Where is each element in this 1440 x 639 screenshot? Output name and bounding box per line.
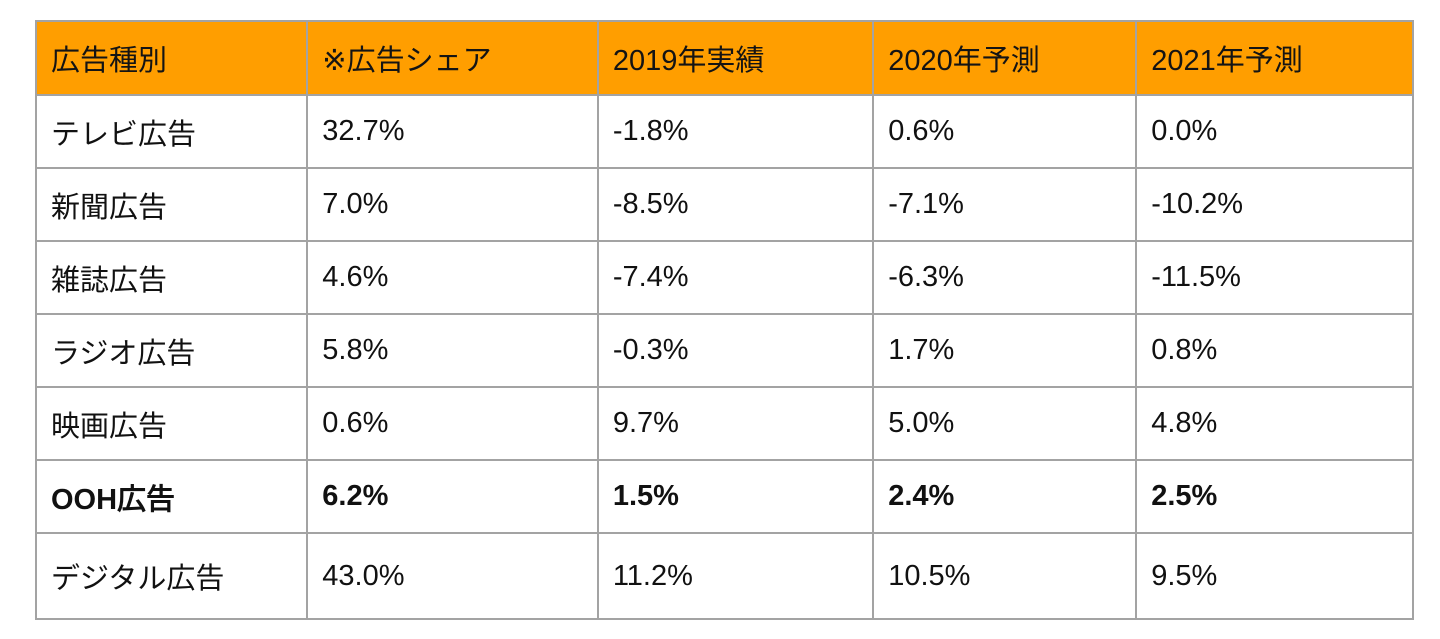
row-label: テレビ広告 xyxy=(34,94,309,169)
cell-2019: 9.7% xyxy=(596,386,875,461)
cell-share: 5.8% xyxy=(306,313,599,388)
cell-share: 43.0% xyxy=(306,532,599,620)
table-body: テレビ広告 32.7% -1.8% 0.6% 0.0% 新聞広告 7.0% -8… xyxy=(34,94,1414,620)
cell-share: 7.0% xyxy=(306,167,599,242)
cell-2021: -11.5% xyxy=(1135,240,1414,315)
row-label: 映画広告 xyxy=(34,386,309,461)
cell-2021: 0.0% xyxy=(1135,94,1414,169)
cell-2021: 9.5% xyxy=(1135,532,1414,620)
column-header-ad-type: 広告種別 xyxy=(34,20,309,96)
cell-2019: -0.3% xyxy=(596,313,875,388)
cell-2019: -1.8% xyxy=(596,94,875,169)
cell-2019: -8.5% xyxy=(596,167,875,242)
row-label: OOH広告 xyxy=(34,459,309,534)
ad-growth-table: 広告種別 ※広告シェア 2019年実績 2020年予測 2021年予測 テレビ広… xyxy=(34,20,1414,620)
cell-share: 6.2% xyxy=(306,459,599,534)
cell-2020: 10.5% xyxy=(872,532,1138,620)
cell-2020: -6.3% xyxy=(872,240,1138,315)
cell-2020: 1.7% xyxy=(872,313,1138,388)
table-row-newspaper: 新聞広告 7.0% -8.5% -7.1% -10.2% xyxy=(34,167,1414,242)
cell-2020: 5.0% xyxy=(872,386,1138,461)
cell-2020: 2.4% xyxy=(872,459,1138,534)
cell-2019: -7.4% xyxy=(596,240,875,315)
cell-2021: 4.8% xyxy=(1135,386,1414,461)
cell-2019: 11.2% xyxy=(596,532,875,620)
cell-share: 0.6% xyxy=(306,386,599,461)
cell-2021: 2.5% xyxy=(1135,459,1414,534)
row-label: デジタル広告 xyxy=(34,532,309,620)
cell-2020: 0.6% xyxy=(872,94,1138,169)
cell-2019: 1.5% xyxy=(596,459,875,534)
table-row-digital: デジタル広告 43.0% 11.2% 10.5% 9.5% xyxy=(34,532,1414,620)
column-header-2019-actual: 2019年実績 xyxy=(596,20,875,96)
header-row: 広告種別 ※広告シェア 2019年実績 2020年予測 2021年予測 xyxy=(34,20,1414,96)
table-row-radio: ラジオ広告 5.8% -0.3% 1.7% 0.8% xyxy=(34,313,1414,388)
column-header-2021-forecast: 2021年予測 xyxy=(1135,20,1414,96)
row-label: 雑誌広告 xyxy=(34,240,309,315)
cell-2021: -10.2% xyxy=(1135,167,1414,242)
cell-share: 4.6% xyxy=(306,240,599,315)
cell-2020: -7.1% xyxy=(872,167,1138,242)
table-row-cinema: 映画広告 0.6% 9.7% 5.0% 4.8% xyxy=(34,386,1414,461)
table-row-ooh: OOH広告 6.2% 1.5% 2.4% 2.5% xyxy=(34,459,1414,534)
column-header-ad-share: ※広告シェア xyxy=(306,20,599,96)
cell-2021: 0.8% xyxy=(1135,313,1414,388)
table-row-magazine: 雑誌広告 4.6% -7.4% -6.3% -11.5% xyxy=(34,240,1414,315)
column-header-2020-forecast: 2020年予測 xyxy=(872,20,1138,96)
row-label: 新聞広告 xyxy=(34,167,309,242)
table-row-tv: テレビ広告 32.7% -1.8% 0.6% 0.0% xyxy=(34,94,1414,169)
table-header: 広告種別 ※広告シェア 2019年実績 2020年予測 2021年予測 xyxy=(34,20,1414,96)
row-label: ラジオ広告 xyxy=(34,313,309,388)
cell-share: 32.7% xyxy=(306,94,599,169)
ad-growth-table-container: 広告種別 ※広告シェア 2019年実績 2020年予測 2021年予測 テレビ広… xyxy=(34,20,1414,620)
